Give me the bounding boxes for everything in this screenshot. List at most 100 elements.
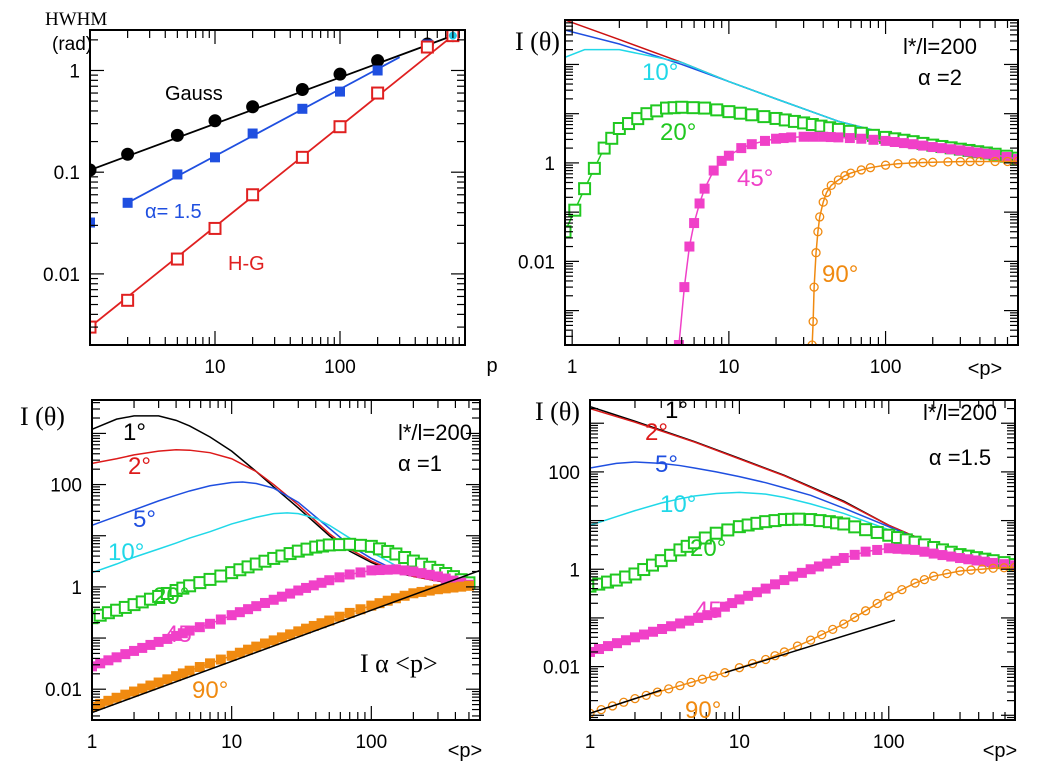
data-point bbox=[893, 159, 903, 169]
data-point bbox=[771, 133, 782, 144]
data-point bbox=[898, 138, 909, 149]
data-point bbox=[808, 131, 819, 142]
data-point bbox=[757, 110, 771, 124]
plot-area bbox=[90, 30, 460, 334]
data-point bbox=[194, 662, 205, 673]
data-point bbox=[892, 543, 903, 554]
data-point bbox=[868, 134, 879, 145]
data-point bbox=[111, 692, 122, 703]
y-tick-label: 0.01 bbox=[543, 658, 580, 679]
series-label-2-: 2° bbox=[645, 419, 668, 446]
data-point bbox=[889, 136, 900, 147]
data-point bbox=[977, 564, 987, 574]
data-point bbox=[596, 704, 606, 715]
data-point bbox=[743, 590, 754, 601]
data-point bbox=[343, 537, 357, 551]
data-point bbox=[908, 139, 919, 150]
data-point bbox=[697, 674, 708, 684]
data-point bbox=[1013, 154, 1018, 165]
data-point bbox=[770, 579, 781, 590]
data-point bbox=[121, 147, 135, 161]
data-point bbox=[137, 642, 148, 653]
data-point bbox=[619, 697, 629, 707]
data-point bbox=[440, 573, 451, 584]
series-20- bbox=[565, 100, 1018, 239]
series-90- bbox=[807, 156, 1018, 345]
data-point bbox=[399, 565, 410, 576]
data-point bbox=[839, 619, 849, 629]
data-point bbox=[807, 340, 817, 345]
data-point bbox=[937, 550, 948, 561]
fit-line bbox=[127, 56, 401, 204]
fit-line bbox=[90, 34, 454, 171]
data-point bbox=[837, 517, 851, 531]
chart-panel-3: 1 10 100 100 1 0.01 1° 2° 5° 10° 20° 45° 90° I (θ) <p>… bbox=[20, 399, 482, 762]
data-point bbox=[698, 101, 712, 115]
data-point bbox=[872, 544, 883, 555]
x-tick-label: 10 bbox=[718, 357, 739, 378]
data-point bbox=[593, 644, 604, 655]
data-point bbox=[805, 564, 816, 575]
y-tick-label: 1 bbox=[69, 61, 80, 82]
series-label-1-: 1° bbox=[123, 419, 146, 446]
data-point bbox=[120, 689, 131, 700]
y-tick-label: 1 bbox=[544, 154, 555, 175]
y-tick-label: 0.01 bbox=[43, 265, 80, 286]
data-point bbox=[928, 157, 938, 167]
data-point bbox=[335, 86, 345, 97]
data-point bbox=[247, 128, 258, 139]
x-tick-label: 100 bbox=[873, 732, 905, 753]
data-point bbox=[324, 615, 335, 626]
y-tick-label: 0.1 bbox=[54, 163, 80, 184]
data-point bbox=[798, 131, 809, 142]
data-point bbox=[597, 141, 611, 155]
data-point bbox=[910, 544, 921, 555]
x-tick-label: 10 bbox=[729, 732, 750, 753]
data-point bbox=[966, 565, 976, 575]
data-point bbox=[268, 635, 279, 646]
data-point bbox=[946, 144, 957, 155]
data-point bbox=[162, 674, 173, 685]
data-point bbox=[664, 684, 674, 694]
data-point bbox=[215, 654, 226, 665]
plot-area bbox=[92, 415, 480, 714]
data-point bbox=[673, 340, 684, 345]
x-axis-label: <p> bbox=[968, 358, 1002, 380]
data-point bbox=[963, 554, 974, 565]
series-20- bbox=[92, 537, 476, 625]
data-point bbox=[760, 583, 771, 594]
data-point bbox=[246, 188, 260, 202]
data-point bbox=[344, 569, 355, 580]
data-point bbox=[638, 629, 649, 640]
data-point bbox=[822, 558, 833, 569]
data-point bbox=[1013, 156, 1018, 166]
data-point bbox=[285, 629, 296, 640]
data-point bbox=[293, 585, 304, 596]
data-point bbox=[990, 149, 1001, 160]
data-point bbox=[883, 543, 894, 554]
x-tick-label: 100 bbox=[324, 357, 356, 378]
series--1-5 bbox=[90, 30, 458, 228]
data-point bbox=[811, 248, 821, 258]
data-point bbox=[620, 635, 631, 646]
data-point bbox=[918, 157, 928, 168]
series-45- bbox=[673, 131, 1018, 345]
data-point bbox=[846, 168, 856, 178]
data-point bbox=[880, 160, 891, 170]
data-point bbox=[605, 131, 619, 145]
data-point bbox=[826, 180, 836, 191]
data-point bbox=[122, 197, 133, 208]
data-point bbox=[334, 572, 345, 583]
data-point bbox=[366, 600, 377, 611]
data-point bbox=[850, 612, 860, 623]
y-tick-label: 100 bbox=[548, 463, 580, 484]
data-point bbox=[943, 157, 953, 167]
data-point bbox=[734, 594, 745, 605]
plot-frame bbox=[589, 399, 1016, 721]
series-label-1-: 1° bbox=[665, 397, 688, 424]
data-point bbox=[884, 591, 894, 601]
series-I-p- bbox=[92, 569, 480, 714]
data-point bbox=[716, 155, 727, 166]
series-label-Gauss: Gauss bbox=[165, 83, 223, 105]
